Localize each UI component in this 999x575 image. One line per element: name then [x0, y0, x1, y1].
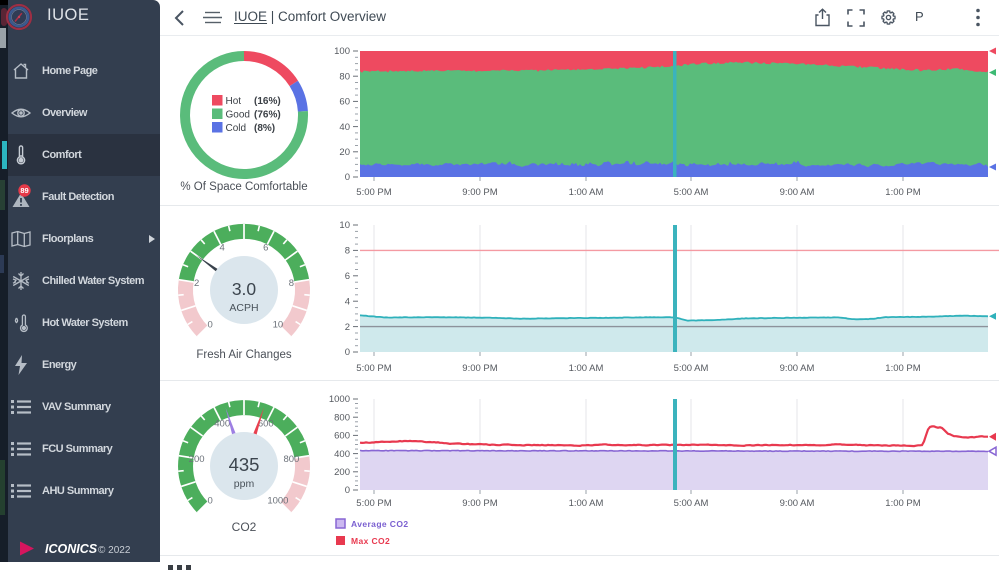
svg-text:1:00 AM: 1:00 AM: [569, 498, 604, 509]
svg-text:5:00 PM: 5:00 PM: [356, 187, 391, 198]
svg-text:ICONICS: ICONICS: [45, 542, 98, 556]
svg-text:200: 200: [189, 454, 205, 465]
svg-text:0: 0: [207, 319, 212, 330]
svg-text:400: 400: [334, 449, 350, 460]
svg-text:1:00 PM: 1:00 PM: [885, 498, 920, 509]
svg-text:(8%): (8%): [254, 123, 275, 134]
svg-text:4: 4: [345, 296, 350, 307]
svg-text:400: 400: [214, 419, 230, 430]
svg-text:8: 8: [345, 246, 350, 257]
svg-text:0: 0: [345, 485, 350, 496]
svg-text:600: 600: [258, 419, 274, 430]
svg-text:0: 0: [345, 172, 350, 183]
svg-text:200: 200: [334, 467, 350, 478]
svg-text:9:00 PM: 9:00 PM: [462, 363, 497, 374]
svg-text:9:00 PM: 9:00 PM: [462, 187, 497, 198]
svg-text:0: 0: [207, 495, 212, 506]
svg-text:9:00 AM: 9:00 AM: [780, 363, 815, 374]
svg-text:5:00 AM: 5:00 AM: [674, 498, 709, 509]
svg-text:ppm: ppm: [234, 478, 255, 490]
svg-text:(16%): (16%): [254, 96, 281, 107]
svg-text:2: 2: [345, 322, 350, 333]
svg-text:800: 800: [334, 412, 350, 423]
svg-text:(76%): (76%): [254, 110, 281, 121]
svg-text:2: 2: [194, 278, 199, 289]
svg-text:3.0: 3.0: [232, 279, 257, 299]
svg-text:1:00 AM: 1:00 AM: [569, 363, 604, 374]
svg-text:Good: Good: [226, 110, 250, 121]
svg-text:5:00 AM: 5:00 AM: [674, 363, 709, 374]
svg-text:10: 10: [339, 220, 350, 231]
svg-text:4: 4: [220, 243, 225, 254]
svg-text:Fresh Air Changes: Fresh Air Changes: [196, 349, 291, 361]
svg-text:60: 60: [339, 97, 350, 108]
svg-text:5:00 PM: 5:00 PM: [356, 363, 391, 374]
svg-text:80: 80: [339, 71, 350, 82]
svg-text:1000: 1000: [267, 495, 288, 506]
svg-text:ACPH: ACPH: [229, 302, 258, 314]
svg-text:20: 20: [339, 147, 350, 158]
svg-text:Hot: Hot: [226, 96, 242, 107]
svg-text:800: 800: [283, 454, 299, 465]
svg-text:0: 0: [345, 347, 350, 358]
svg-text:5:00 AM: 5:00 AM: [674, 187, 709, 198]
svg-text:1:00 PM: 1:00 PM: [885, 363, 920, 374]
svg-text:40: 40: [339, 122, 350, 133]
svg-text:Cold: Cold: [226, 123, 247, 134]
svg-text:100: 100: [334, 46, 350, 57]
svg-text:© 2022: © 2022: [98, 545, 131, 556]
svg-text:89: 89: [20, 186, 28, 195]
svg-text:600: 600: [334, 431, 350, 442]
svg-text:1000: 1000: [329, 394, 350, 405]
svg-text:9:00 PM: 9:00 PM: [462, 498, 497, 509]
svg-text:9:00 AM: 9:00 AM: [780, 187, 815, 198]
svg-text:1:00 AM: 1:00 AM: [569, 187, 604, 198]
svg-text:Max CO2: Max CO2: [351, 536, 390, 546]
svg-text:9:00 AM: 9:00 AM: [780, 498, 815, 509]
svg-text:6: 6: [345, 271, 350, 282]
svg-text:8: 8: [289, 278, 294, 289]
svg-text:1:00 PM: 1:00 PM: [885, 187, 920, 198]
svg-text:435: 435: [229, 454, 260, 475]
svg-text:% Of Space Comfortable: % Of Space Comfortable: [180, 181, 307, 193]
svg-text:CO2: CO2: [232, 520, 257, 534]
svg-text:5:00 PM: 5:00 PM: [356, 498, 391, 509]
svg-text:6: 6: [263, 243, 268, 254]
svg-text:Average CO2: Average CO2: [351, 519, 408, 529]
svg-text:10: 10: [273, 319, 284, 330]
